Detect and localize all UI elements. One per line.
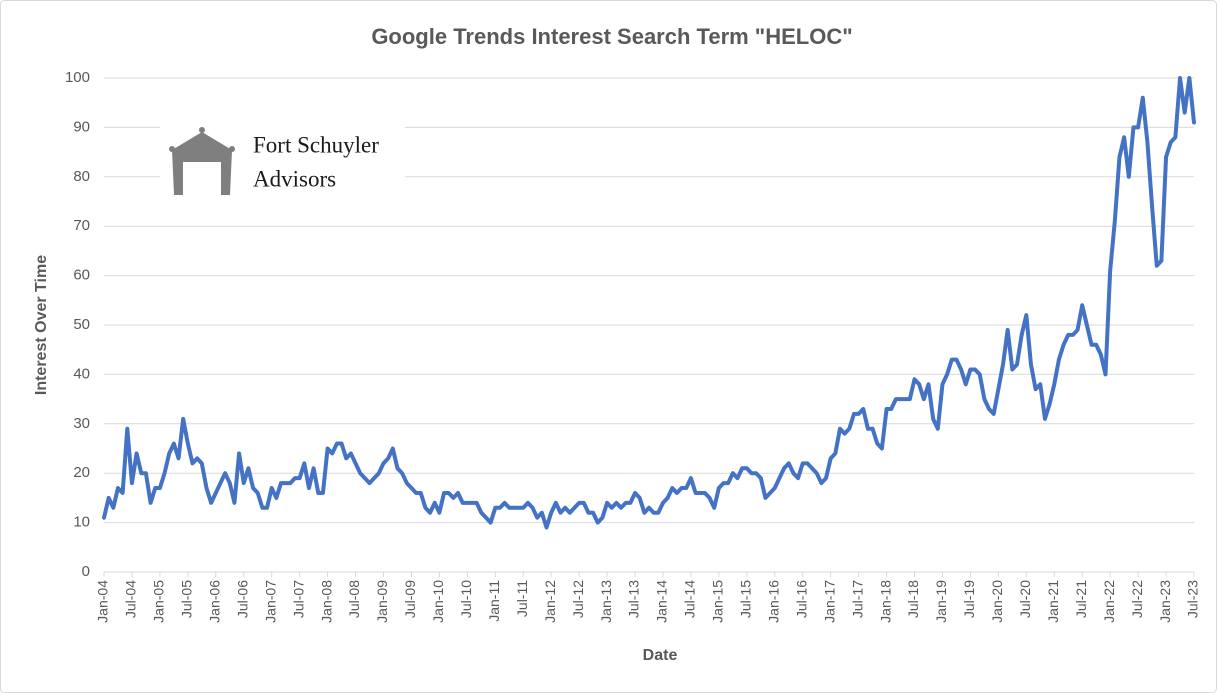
y-tick-label: 100: [65, 69, 90, 86]
x-tick-label: Jan-11: [486, 580, 502, 622]
y-tick-label: 10: [73, 514, 90, 531]
x-tick-label: Jan-20: [989, 580, 1005, 623]
x-tick-label: Jul-17: [849, 580, 865, 618]
x-tick-label: Jan-10: [430, 580, 446, 623]
x-tick-label: Jul-13: [626, 580, 642, 618]
x-tick-label: Jul-05: [179, 580, 195, 618]
y-tick-label: 50: [73, 316, 90, 333]
x-tick-label: Jan-22: [1101, 580, 1117, 623]
x-tick-label: Jan-04: [95, 580, 111, 623]
x-tick-label: Jul-08: [346, 580, 362, 618]
x-tick-label: Jan-17: [821, 580, 837, 623]
x-tick-label: Jan-07: [262, 580, 278, 623]
plot-area: 0 10 20 30 40 50 60 70 80 90 100 Jan-04 Jul-04 Jan-05…: [65, 69, 1201, 623]
x-tick-label: Jul-10: [458, 580, 474, 618]
x-tick-label: Jul-22: [1129, 580, 1145, 618]
x-tick-label: Jan-12: [542, 580, 558, 623]
x-tick-label: Jul-14: [682, 580, 698, 618]
logo-icon-dot: [169, 146, 175, 152]
logo-icon-dot: [229, 146, 235, 152]
x-tick-label: Jan-14: [654, 580, 670, 623]
y-tick-label: 70: [73, 217, 90, 234]
x-tick-label: Jul-06: [234, 580, 250, 618]
y-tick-label: 30: [73, 415, 90, 432]
x-tick-label: Jul-16: [793, 580, 809, 618]
x-tick-label: Jan-13: [598, 580, 614, 623]
y-tick-label: 0: [82, 563, 90, 580]
x-tick-label: Jan-21: [1045, 580, 1061, 623]
y-tick-label: 90: [73, 118, 90, 135]
x-axis-label: Date: [643, 647, 678, 664]
y-tick-label: 20: [73, 464, 90, 481]
logo: Fort Schuyler Advisors: [160, 112, 405, 207]
x-tick-label: Jan-08: [318, 580, 334, 623]
x-tick-label: Jan-06: [206, 580, 222, 623]
logo-text: Advisors: [253, 166, 336, 191]
data-line: [102, 76, 1196, 530]
x-tick-label: Jan-19: [933, 580, 949, 623]
x-tick-label: Jan-09: [374, 580, 390, 623]
logo-icon: [172, 132, 232, 195]
x-tick-label: Jul-20: [1017, 580, 1033, 618]
x-tick-label: Jul-15: [738, 580, 754, 618]
x-tick-label: Jul-19: [961, 580, 977, 618]
x-tick-label: Jan-05: [151, 580, 167, 623]
x-tick-label: Jan-16: [765, 580, 781, 623]
y-tick-label: 60: [73, 267, 90, 284]
x-tick-label: Jul-07: [290, 580, 306, 618]
logo-text: Fort Schuyler: [253, 132, 379, 157]
y-axis-label: Interest Over Time: [33, 255, 50, 395]
x-tick-label: Jan-15: [710, 580, 726, 623]
logo-icon-dot: [199, 127, 205, 133]
x-tick-label: Jul-21: [1073, 580, 1089, 618]
x-tick-label: Jul-18: [905, 580, 921, 618]
x-tick-label: Jul-04: [123, 580, 139, 618]
x-tick-label: Jul-12: [570, 580, 586, 618]
y-tick-label: 80: [73, 168, 90, 185]
x-tick-label: Jan-18: [877, 580, 893, 623]
x-tick-label: Jul-11: [514, 580, 530, 617]
x-tick-label: Jul-09: [402, 580, 418, 618]
chart-title: Google Trends Interest Search Term "HELO…: [371, 24, 852, 49]
x-tick-label: Jan-23: [1157, 580, 1173, 623]
y-tick-label: 40: [73, 365, 90, 382]
x-tick-label: Jul-23: [1185, 580, 1201, 618]
